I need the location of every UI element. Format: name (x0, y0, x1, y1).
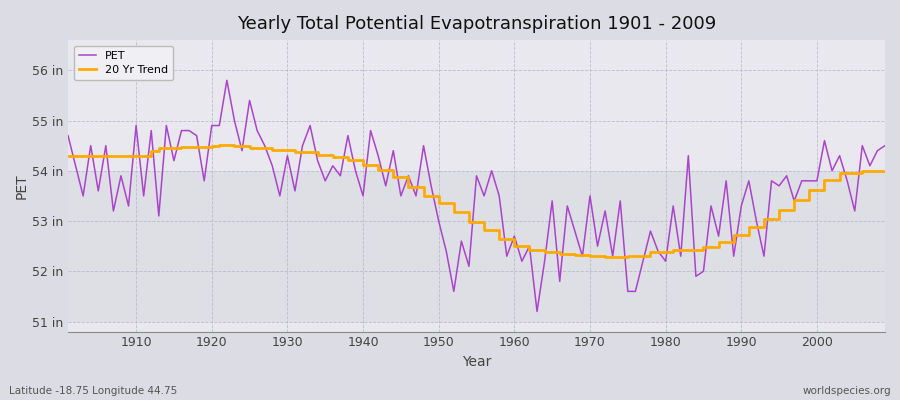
20 Yr Trend (698, 248, 709, 252)
X-axis label: Year: Year (462, 355, 491, 369)
PET (517, 259, 527, 264)
20 Yr Trend (728, 233, 739, 238)
20 Yr Trend (570, 251, 580, 256)
Line: 20 Yr Trend: 20 Yr Trend (68, 145, 885, 257)
20 Yr Trend (728, 240, 739, 244)
Legend: PET, 20 Yr Trend: PET, 20 Yr Trend (74, 46, 174, 80)
PET (343, 133, 354, 138)
PET (297, 143, 308, 148)
Bar (68, 171, 885, 322)
20 Yr Trend (759, 216, 769, 221)
Text: worldspecies.org: worldspecies.org (803, 386, 891, 396)
PET (123, 204, 134, 208)
Title: Yearly Total Potential Evapotranspiration 1901 - 2009: Yearly Total Potential Evapotranspiratio… (237, 15, 716, 33)
20 Yr Trend (599, 255, 610, 260)
PET (879, 143, 890, 148)
PET (615, 198, 626, 203)
20 Yr Trend (63, 153, 74, 158)
PET (508, 234, 519, 238)
20 Yr Trend (879, 168, 890, 173)
PET (221, 78, 232, 83)
PET (532, 309, 543, 314)
PET (63, 133, 74, 138)
20 Yr Trend (214, 142, 225, 147)
Y-axis label: PET: PET (15, 173, 29, 199)
Line: PET: PET (68, 80, 885, 312)
Text: Latitude -18.75 Longitude 44.75: Latitude -18.75 Longitude 44.75 (9, 386, 177, 396)
20 Yr Trend (743, 233, 754, 238)
